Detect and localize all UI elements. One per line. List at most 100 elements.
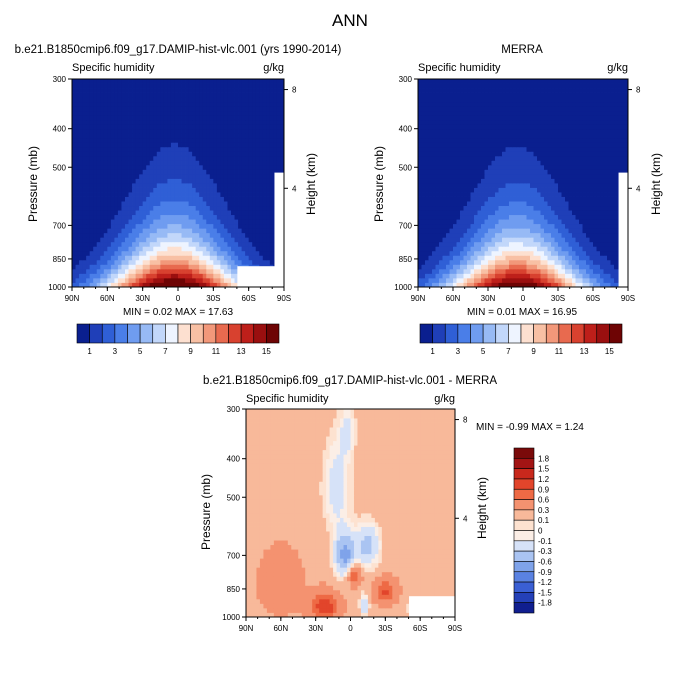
cell — [170, 205, 175, 211]
cell — [255, 196, 260, 202]
cell — [607, 155, 611, 161]
cell — [181, 88, 186, 93]
cell — [547, 259, 552, 265]
cell — [135, 124, 140, 130]
cell — [568, 223, 573, 229]
cell — [484, 210, 489, 216]
cell — [188, 219, 193, 225]
cell — [269, 173, 274, 179]
cell — [568, 151, 573, 157]
cell — [259, 173, 264, 179]
cell — [547, 137, 552, 143]
cell — [453, 264, 457, 270]
cell — [216, 268, 221, 274]
cell — [72, 151, 76, 157]
cell — [82, 115, 87, 121]
cell — [551, 259, 555, 265]
cell — [227, 277, 232, 283]
cell — [262, 196, 267, 202]
cell — [135, 268, 140, 274]
cell — [227, 79, 232, 84]
cell — [209, 219, 214, 225]
cell — [206, 255, 211, 261]
cell — [558, 151, 562, 157]
cell — [614, 142, 618, 148]
cell — [607, 160, 611, 166]
cell — [276, 106, 281, 112]
cell — [474, 219, 478, 225]
cell — [617, 155, 622, 161]
cell — [586, 273, 590, 279]
cell — [498, 259, 503, 265]
cell — [467, 137, 471, 143]
cell — [149, 115, 154, 121]
cell — [565, 264, 569, 270]
cell — [614, 205, 618, 211]
cell — [174, 133, 179, 139]
cell — [213, 264, 218, 270]
cell — [467, 205, 471, 211]
cell — [617, 128, 622, 134]
cell — [128, 155, 133, 161]
cell — [195, 187, 200, 193]
cell — [547, 277, 552, 283]
cell — [174, 97, 179, 103]
cell — [561, 124, 566, 130]
cell — [456, 201, 461, 207]
cell — [554, 273, 559, 279]
cell — [255, 151, 260, 157]
cell — [178, 201, 182, 207]
cell — [252, 223, 257, 229]
cell — [248, 160, 253, 166]
cell — [125, 110, 129, 116]
cell — [139, 232, 144, 238]
cell — [188, 97, 193, 103]
cell — [533, 259, 538, 265]
cell — [209, 192, 214, 197]
cell — [614, 128, 618, 134]
cell — [610, 183, 615, 188]
cell — [572, 237, 576, 243]
cell — [586, 246, 590, 252]
cell — [188, 268, 193, 274]
cell — [418, 214, 422, 220]
cell — [188, 124, 193, 130]
cell — [266, 173, 271, 179]
cell — [181, 223, 186, 229]
cell — [435, 277, 440, 283]
cell — [540, 241, 545, 247]
cell — [421, 282, 426, 288]
cell — [491, 155, 496, 161]
cell — [463, 164, 468, 170]
cell — [425, 137, 429, 143]
cell — [509, 232, 513, 238]
cell — [586, 137, 590, 143]
cell — [149, 160, 154, 166]
cell — [456, 178, 461, 184]
cell — [153, 232, 158, 238]
cell — [163, 110, 168, 116]
cell — [565, 273, 569, 279]
cell — [509, 196, 513, 202]
cell — [432, 214, 436, 220]
cell — [449, 187, 454, 193]
cell — [488, 160, 492, 166]
cell — [252, 128, 257, 134]
cell — [72, 119, 76, 125]
cell — [568, 246, 573, 252]
cell — [276, 146, 281, 152]
cell — [544, 137, 548, 143]
cell — [209, 124, 214, 130]
cell — [79, 273, 83, 279]
cell — [178, 155, 182, 161]
cell — [185, 142, 189, 148]
cell — [582, 173, 587, 179]
cell — [266, 97, 271, 103]
cell — [610, 273, 615, 279]
cell — [238, 196, 242, 202]
cell — [551, 255, 555, 261]
cell — [167, 201, 172, 207]
cell — [505, 223, 510, 229]
cell — [167, 79, 172, 84]
cell — [185, 146, 189, 152]
